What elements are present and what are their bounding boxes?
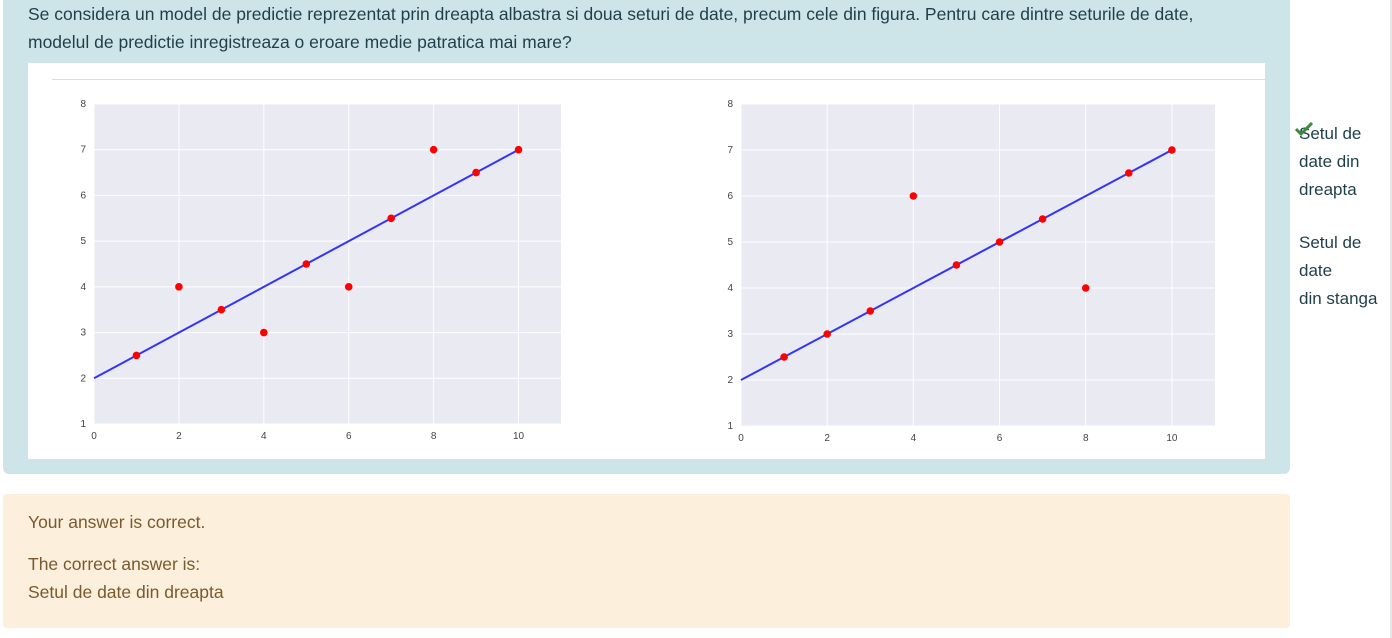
x-tick-label: 0 <box>738 433 744 444</box>
data-point <box>866 307 875 315</box>
feedback-panel: Your answer is correct. The correct answ… <box>3 494 1290 628</box>
data-point <box>302 260 311 268</box>
feedback-label: The correct answer is: <box>28 554 201 574</box>
x-tick-label: 2 <box>824 433 830 444</box>
answer-option-right-line2: date din <box>1299 152 1360 171</box>
y-tick-label: 5 <box>727 237 733 248</box>
x-tick-label: 10 <box>1166 433 1178 444</box>
x-tick-label: 4 <box>911 433 917 444</box>
plot-area <box>94 104 561 424</box>
data-point <box>909 192 918 200</box>
data-point <box>260 328 268 337</box>
figure-divider <box>52 79 1265 80</box>
y-tick-label: 5 <box>80 236 86 247</box>
y-tick-label: 6 <box>727 191 733 202</box>
data-point <box>472 168 480 177</box>
x-tick-label: 4 <box>261 431 267 442</box>
question-text: Se considera un model de predictie repre… <box>28 4 1194 52</box>
data-point <box>175 283 183 291</box>
scrollbar-edge <box>1390 0 1392 638</box>
y-tick-label: 1 <box>80 419 86 430</box>
x-tick-label: 10 <box>513 431 525 442</box>
data-point <box>132 351 141 360</box>
y-tick-label: 2 <box>727 375 733 386</box>
data-point <box>1081 284 1090 292</box>
answer-option-left-line1: Setul de <box>1299 233 1362 252</box>
y-tick-label: 1 <box>727 421 733 432</box>
answer-option-left[interactable]: Setul de date din stanga <box>1299 229 1391 313</box>
data-point <box>344 283 353 291</box>
x-tick-label: 0 <box>91 431 97 442</box>
data-point <box>429 145 438 154</box>
feedback-status: Your answer is correct. <box>28 512 206 532</box>
answer-option-right-line1: Setul de <box>1299 124 1362 143</box>
y-tick-label: 3 <box>727 329 733 340</box>
y-tick-label: 3 <box>80 328 86 339</box>
y-tick-label: 7 <box>80 145 86 156</box>
data-point <box>1125 169 1133 177</box>
x-tick-label: 8 <box>1083 433 1089 444</box>
y-tick-label: 8 <box>727 99 733 110</box>
x-tick-label: 6 <box>346 431 352 442</box>
data-point <box>387 214 395 223</box>
data-point <box>823 330 831 338</box>
data-point <box>217 305 226 314</box>
data-point <box>780 353 788 361</box>
answer-option-left-line2: date <box>1299 261 1333 280</box>
data-point <box>514 145 523 154</box>
x-tick-label: 8 <box>431 431 437 442</box>
feedback-answer: Setul de date din dreapta <box>28 582 224 602</box>
question-figure: 0 2 4 6 8 10 1 2 3 4 5 6 7 8 0 2 4 6 8 10 1 2 3 4 5 6 7 8 <box>28 63 1265 459</box>
x-tick-label: 6 <box>997 433 1003 444</box>
y-tick-label: 4 <box>727 283 733 294</box>
answer-options: Setul de date din dreapta Setul de date … <box>1295 120 1391 313</box>
answer-option-right-line3: dreapta <box>1299 180 1357 199</box>
y-tick-label: 8 <box>80 99 86 110</box>
check-icon <box>1295 122 1313 136</box>
feedback-correct-answer: The correct answer is: Setul de date din… <box>28 550 224 606</box>
question-panel: Se considera un model de predictie repre… <box>3 0 1290 474</box>
data-point <box>1168 146 1176 154</box>
y-tick-label: 4 <box>80 282 86 293</box>
data-point <box>995 238 1004 246</box>
answer-option-right[interactable]: Setul de date din dreapta <box>1295 120 1391 204</box>
y-tick-label: 2 <box>80 373 86 384</box>
y-tick-label: 7 <box>727 145 733 156</box>
plot-area <box>741 104 1215 426</box>
data-point <box>952 261 961 269</box>
x-tick-label: 2 <box>176 431 182 442</box>
answer-option-left-line3: din stanga <box>1299 289 1378 308</box>
y-tick-label: 6 <box>80 190 86 201</box>
data-point <box>1038 215 1047 223</box>
